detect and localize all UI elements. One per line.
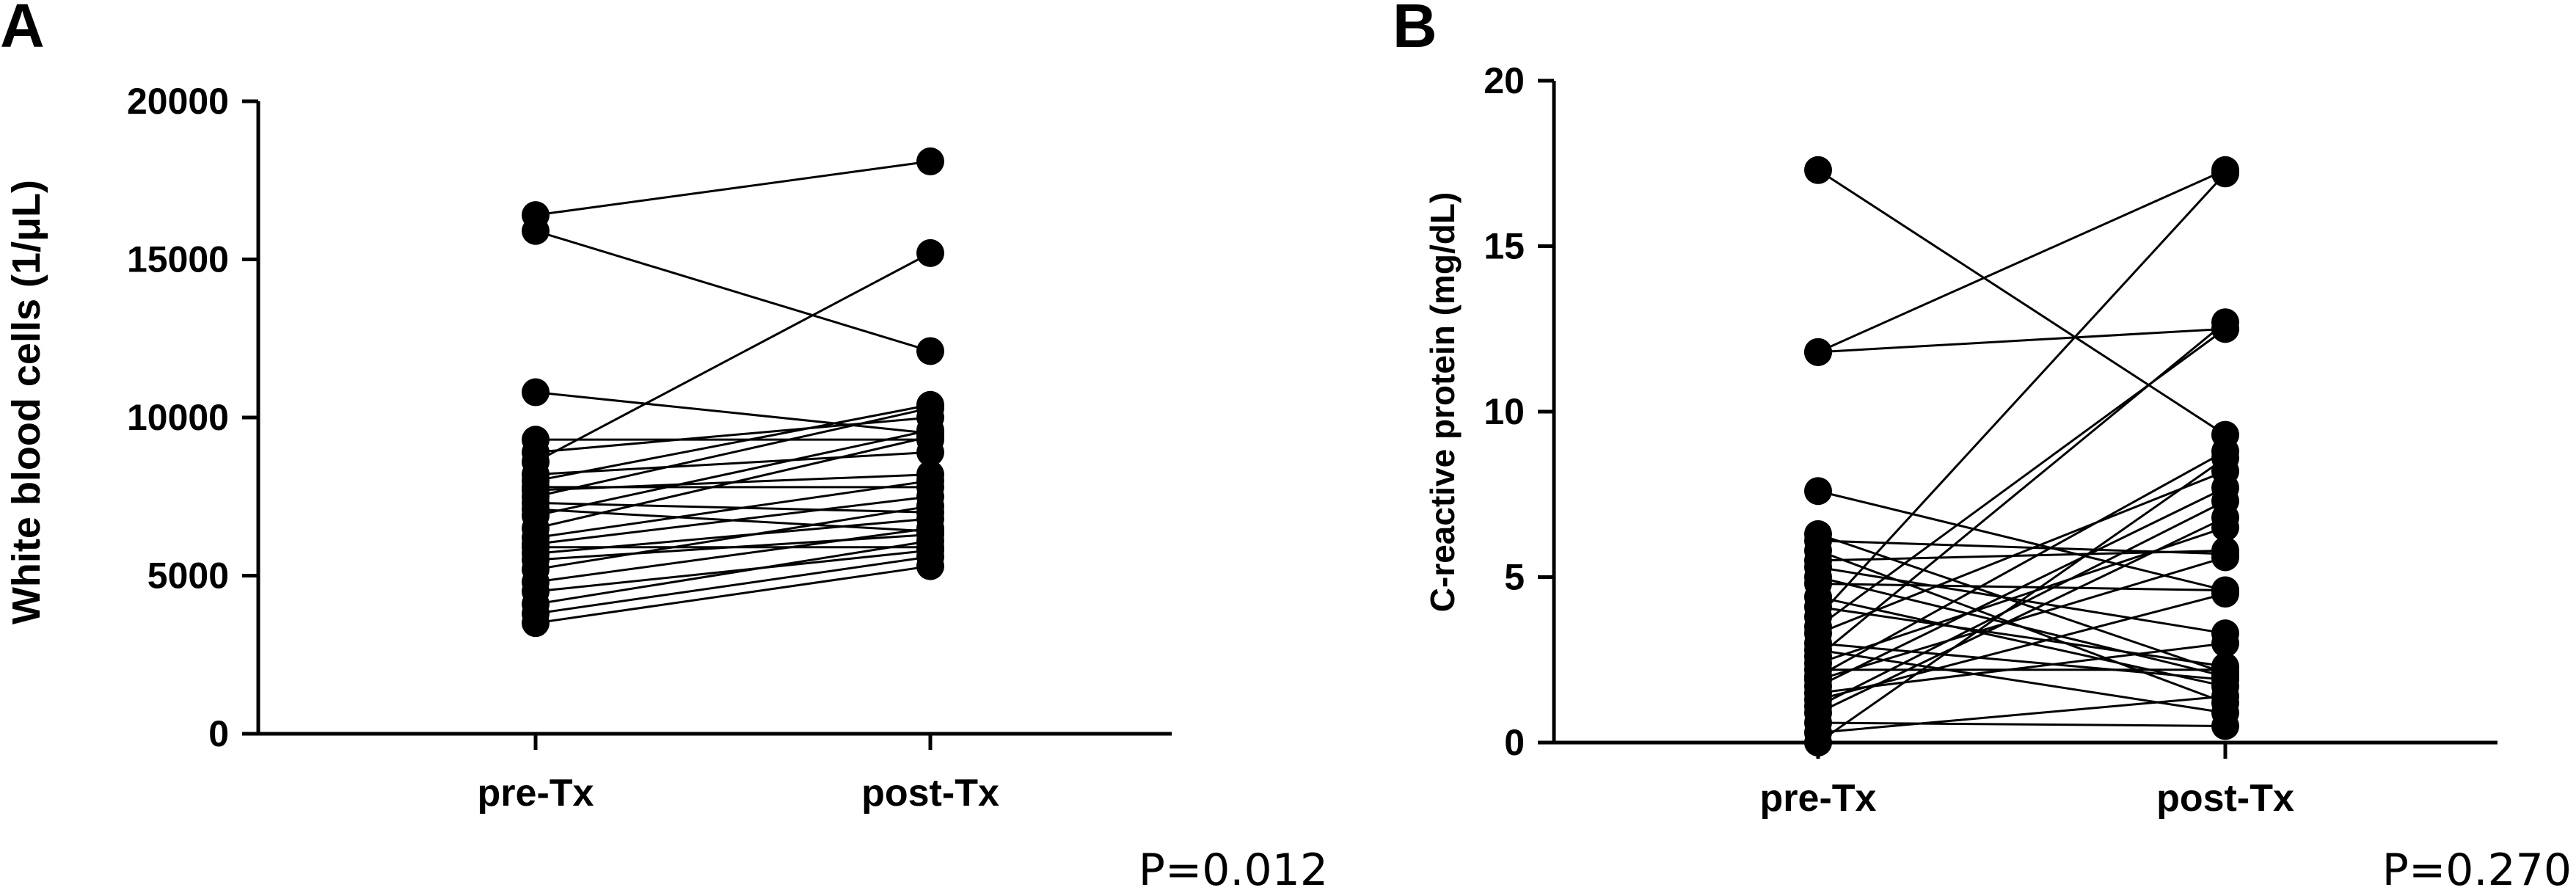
pair-line — [535, 501, 931, 514]
pair-line — [535, 533, 931, 561]
pair-line — [535, 252, 931, 463]
y-tick-label: 10 — [1484, 391, 1525, 432]
pre-tx-point — [1804, 156, 1832, 184]
pair-line — [535, 505, 931, 571]
pair-line — [535, 435, 931, 530]
pair-line — [1817, 556, 2226, 681]
pair-line — [1817, 321, 2226, 657]
pair-line — [1817, 516, 2226, 714]
pair-line — [535, 451, 931, 476]
pair-line — [1817, 605, 2226, 668]
post-tx-point — [2211, 712, 2239, 740]
plot-a: 0 5000 10000 15000 20000 pre-Tx post-Tx — [127, 81, 1172, 814]
y-tick-label: 15000 — [127, 239, 229, 280]
pair-line — [1817, 549, 2226, 562]
pair-line — [1817, 169, 2226, 354]
post-tx-point — [916, 147, 944, 175]
pre-tx-point — [522, 609, 550, 638]
pre-tx-point — [522, 378, 550, 407]
y-tick-label: 10000 — [127, 397, 229, 438]
y-tick-label: 20 — [1484, 60, 1525, 101]
post-tx-point — [2211, 503, 2239, 532]
post-tx-point — [2211, 580, 2239, 608]
pair-line — [1817, 695, 2226, 734]
post-tx-point — [916, 492, 944, 520]
p-value-b: P=0.270 — [2382, 845, 2572, 893]
y-tick-label: 0 — [208, 713, 229, 754]
pair-line — [535, 539, 931, 605]
pair-line — [1817, 489, 2226, 591]
post-tx-point — [916, 394, 944, 423]
pair-line — [1817, 486, 2226, 688]
post-tx-point — [916, 238, 944, 267]
x-category-label: pre-Tx — [478, 772, 594, 814]
pre-tx-point — [1804, 338, 1832, 366]
post-tx-point — [2211, 543, 2239, 572]
pair-line — [535, 404, 931, 482]
pair-line — [535, 230, 931, 352]
x-category-label: pre-Tx — [1760, 777, 1877, 820]
pair-line — [535, 416, 931, 453]
post-tx-point — [2211, 655, 2239, 684]
y-axis-title-a: White blood cells (1/μL) — [4, 180, 48, 624]
y-tick-label: 5000 — [147, 555, 229, 597]
p-value-a: P=0.012 — [1139, 845, 1328, 893]
post-tx-point — [916, 337, 944, 365]
pair-line — [535, 555, 931, 615]
pair-line — [1817, 450, 2226, 678]
pair-line — [1817, 642, 2226, 694]
post-tx-point — [2211, 308, 2239, 337]
plot-b: 0 5 10 15 20 pre-Tx post-Tx — [1484, 60, 2497, 820]
pair-line — [1817, 592, 2226, 701]
x-category-label: post-Tx — [861, 772, 999, 814]
pair-line — [535, 527, 931, 583]
y-axis-title-b: C-reactive protein (mg/dL) — [1423, 192, 1462, 613]
pair-line — [1817, 721, 2226, 727]
y-tick-label: 0 — [1504, 722, 1525, 763]
pair-line — [1817, 172, 2227, 618]
pair-line — [535, 391, 931, 435]
pair-line — [1817, 470, 2226, 635]
pre-tx-point — [1804, 729, 1832, 757]
x-category-label: post-Tx — [2156, 777, 2294, 820]
y-tick-label: 15 — [1484, 226, 1525, 267]
pair-line — [535, 160, 931, 216]
pair-line — [535, 429, 931, 517]
pair-line — [535, 495, 931, 545]
pair-line — [535, 407, 931, 498]
pair-line — [535, 565, 931, 624]
post-tx-point — [2211, 629, 2239, 657]
post-tx-point — [2211, 682, 2239, 710]
pair-line — [1817, 576, 2226, 678]
post-tx-point — [2211, 444, 2239, 473]
panel-letter-a: A — [0, 0, 45, 60]
post-tx-point — [916, 422, 944, 451]
post-tx-point — [2211, 159, 2239, 188]
pair-line — [535, 549, 931, 593]
y-tick-label: 20000 — [127, 81, 229, 122]
pair-line — [1817, 169, 2226, 436]
pre-tx-point — [522, 216, 550, 245]
pair-line — [1817, 327, 2226, 354]
pair-line — [1817, 456, 2226, 744]
pair-line — [535, 517, 931, 555]
pair-line — [1817, 649, 2226, 714]
pre-tx-point — [1804, 477, 1832, 506]
panel-letter-b: B — [1393, 0, 1437, 60]
pair-line — [535, 479, 931, 539]
pair-line — [1817, 500, 2226, 707]
post-tx-point — [916, 552, 944, 580]
pair-line — [1817, 642, 2226, 681]
y-tick-label: 5 — [1504, 557, 1525, 598]
pair-line — [1817, 596, 2226, 688]
